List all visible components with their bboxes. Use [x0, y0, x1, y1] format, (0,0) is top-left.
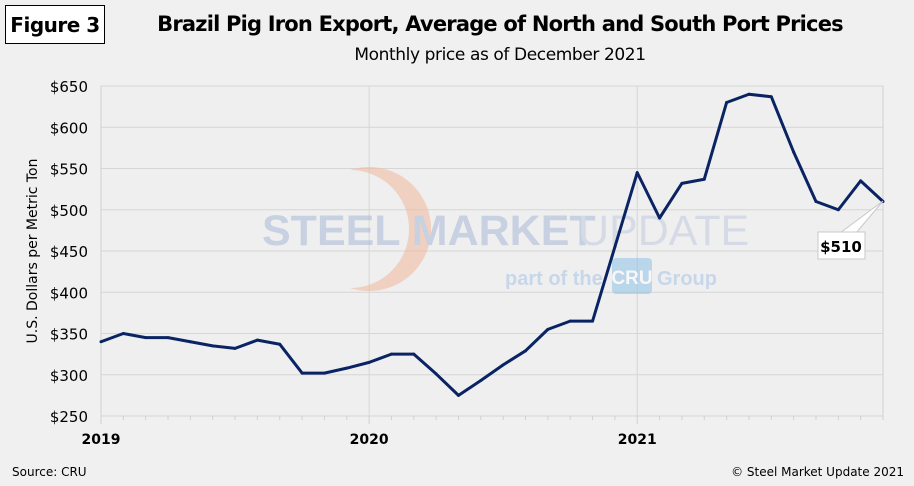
data-point	[434, 372, 438, 376]
data-point	[792, 150, 796, 154]
data-point	[702, 177, 706, 181]
watermark-crescent	[350, 167, 432, 291]
data-point	[568, 319, 572, 323]
figure-label: Figure 3	[5, 5, 105, 44]
data-point	[345, 366, 349, 370]
data-point	[166, 336, 170, 340]
y-tick-label: $300	[50, 367, 88, 385]
cru-logo-box	[612, 258, 652, 294]
watermark-text-2: UPDATE	[578, 207, 749, 255]
watermark-text-3: part of the	[505, 268, 603, 290]
data-point	[591, 319, 595, 323]
chart-title: Brazil Pig Iron Export, Average of North…	[157, 12, 844, 36]
y-tick-label: $400	[50, 284, 88, 302]
data-point	[412, 352, 416, 356]
data-point	[635, 171, 639, 175]
data-point	[322, 371, 326, 375]
data-point	[278, 342, 282, 346]
data-point	[367, 360, 371, 364]
data-point	[188, 340, 192, 344]
x-tick-label: 2021	[618, 432, 657, 448]
data-point	[836, 208, 840, 212]
data-point	[680, 181, 684, 185]
data-point	[389, 352, 393, 356]
y-tick-label: $650	[50, 78, 88, 96]
data-point	[479, 379, 483, 383]
chart-subtitle: Monthly price as of December 2021	[354, 45, 646, 65]
last-value-callout: $510	[817, 200, 884, 260]
x-tick-label: 2019	[82, 432, 121, 448]
data-point	[456, 393, 460, 397]
data-point	[121, 332, 125, 335]
y-tick-label: $500	[50, 202, 88, 220]
data-point	[524, 349, 528, 353]
y-axis-label: U.S. Dollars per Metric Ton	[25, 159, 41, 344]
data-point	[725, 101, 729, 104]
data-point	[211, 344, 215, 348]
watermark-text-1: STEEL MARKET	[262, 207, 596, 255]
data-point	[300, 371, 304, 375]
callout-label: $510	[820, 238, 862, 256]
x-tick-label: 2020	[350, 432, 389, 448]
series-line	[100, 92, 885, 397]
data-point	[99, 340, 103, 344]
y-tick-label: $250	[50, 408, 88, 426]
data-point	[255, 338, 259, 342]
source-note: Source: CRU	[12, 465, 87, 479]
cru-logo-text: CRU	[611, 268, 652, 289]
data-point	[769, 95, 773, 99]
y-tick-label: $550	[50, 161, 88, 179]
data-point	[814, 200, 818, 203]
y-tick-label: $350	[50, 326, 88, 344]
data-point	[658, 216, 662, 220]
data-point	[747, 92, 751, 96]
watermark-text-4: Group	[657, 268, 717, 290]
y-tick-label: $600	[50, 119, 88, 137]
data-point	[859, 179, 863, 183]
data-point	[144, 336, 148, 340]
y-tick-label: $450	[50, 243, 88, 261]
data-point	[501, 363, 505, 367]
data-point	[546, 327, 550, 331]
callout-box	[817, 231, 866, 260]
data-point	[613, 245, 617, 249]
copyright-note: © Steel Market Update 2021	[731, 465, 904, 479]
watermark: STEEL MARKET UPDATE part of the CRU Grou…	[262, 167, 749, 294]
data-point	[233, 346, 237, 350]
